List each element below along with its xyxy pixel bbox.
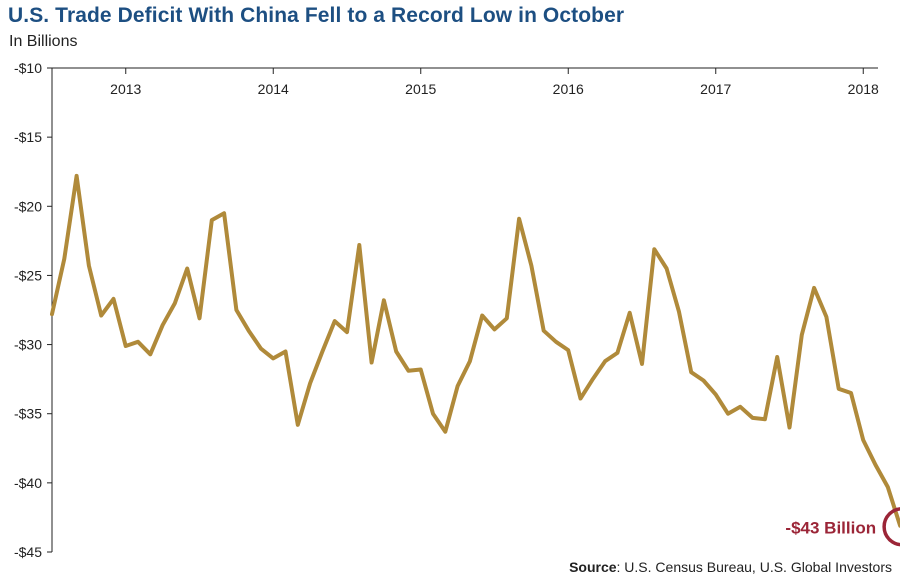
- y-tick-label: -$20: [14, 198, 42, 214]
- chart-subtitle: In Billions: [9, 33, 78, 50]
- y-tick-label: -$40: [14, 475, 42, 491]
- chart-axes: [51, 67, 878, 552]
- annotation-group: -$43 Billion: [785, 507, 900, 547]
- annotation-label: -$43 Billion: [785, 519, 876, 538]
- chart-title: U.S. Trade Deficit With China Fell to a …: [8, 4, 625, 27]
- x-tick-label: 2013: [110, 81, 141, 97]
- y-tick-label: -$30: [14, 337, 42, 353]
- x-tick-label: 2018: [848, 81, 879, 97]
- annotation-circle: [882, 507, 900, 547]
- y-axis-ticks: -$10 -$15 -$20 -$25 -$30 -$35 -$40 -$45: [14, 60, 52, 560]
- x-tick-label: 2015: [405, 81, 436, 97]
- y-tick-label: -$35: [14, 406, 42, 422]
- source-label: Source: [569, 559, 617, 575]
- series-line: [50, 173, 900, 528]
- source-note: Source: U.S. Census Bureau, U.S. Global …: [569, 559, 892, 575]
- x-axis-ticks: 2013 2014 2015 2016 2017 2018: [110, 68, 879, 97]
- x-tick-label: 2017: [700, 81, 731, 97]
- series-group: [50, 173, 900, 528]
- x-tick-label: 2014: [258, 81, 289, 97]
- y-tick-label: -$45: [14, 544, 42, 560]
- y-tick-label: -$15: [14, 129, 42, 145]
- x-tick-label: 2016: [553, 81, 584, 97]
- y-tick-label: -$25: [14, 267, 42, 283]
- y-tick-label: -$10: [14, 60, 42, 76]
- source-text: : U.S. Census Bureau, U.S. Global Invest…: [616, 559, 892, 575]
